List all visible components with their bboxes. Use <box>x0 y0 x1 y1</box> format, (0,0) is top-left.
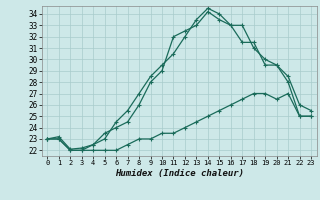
X-axis label: Humidex (Indice chaleur): Humidex (Indice chaleur) <box>115 169 244 178</box>
